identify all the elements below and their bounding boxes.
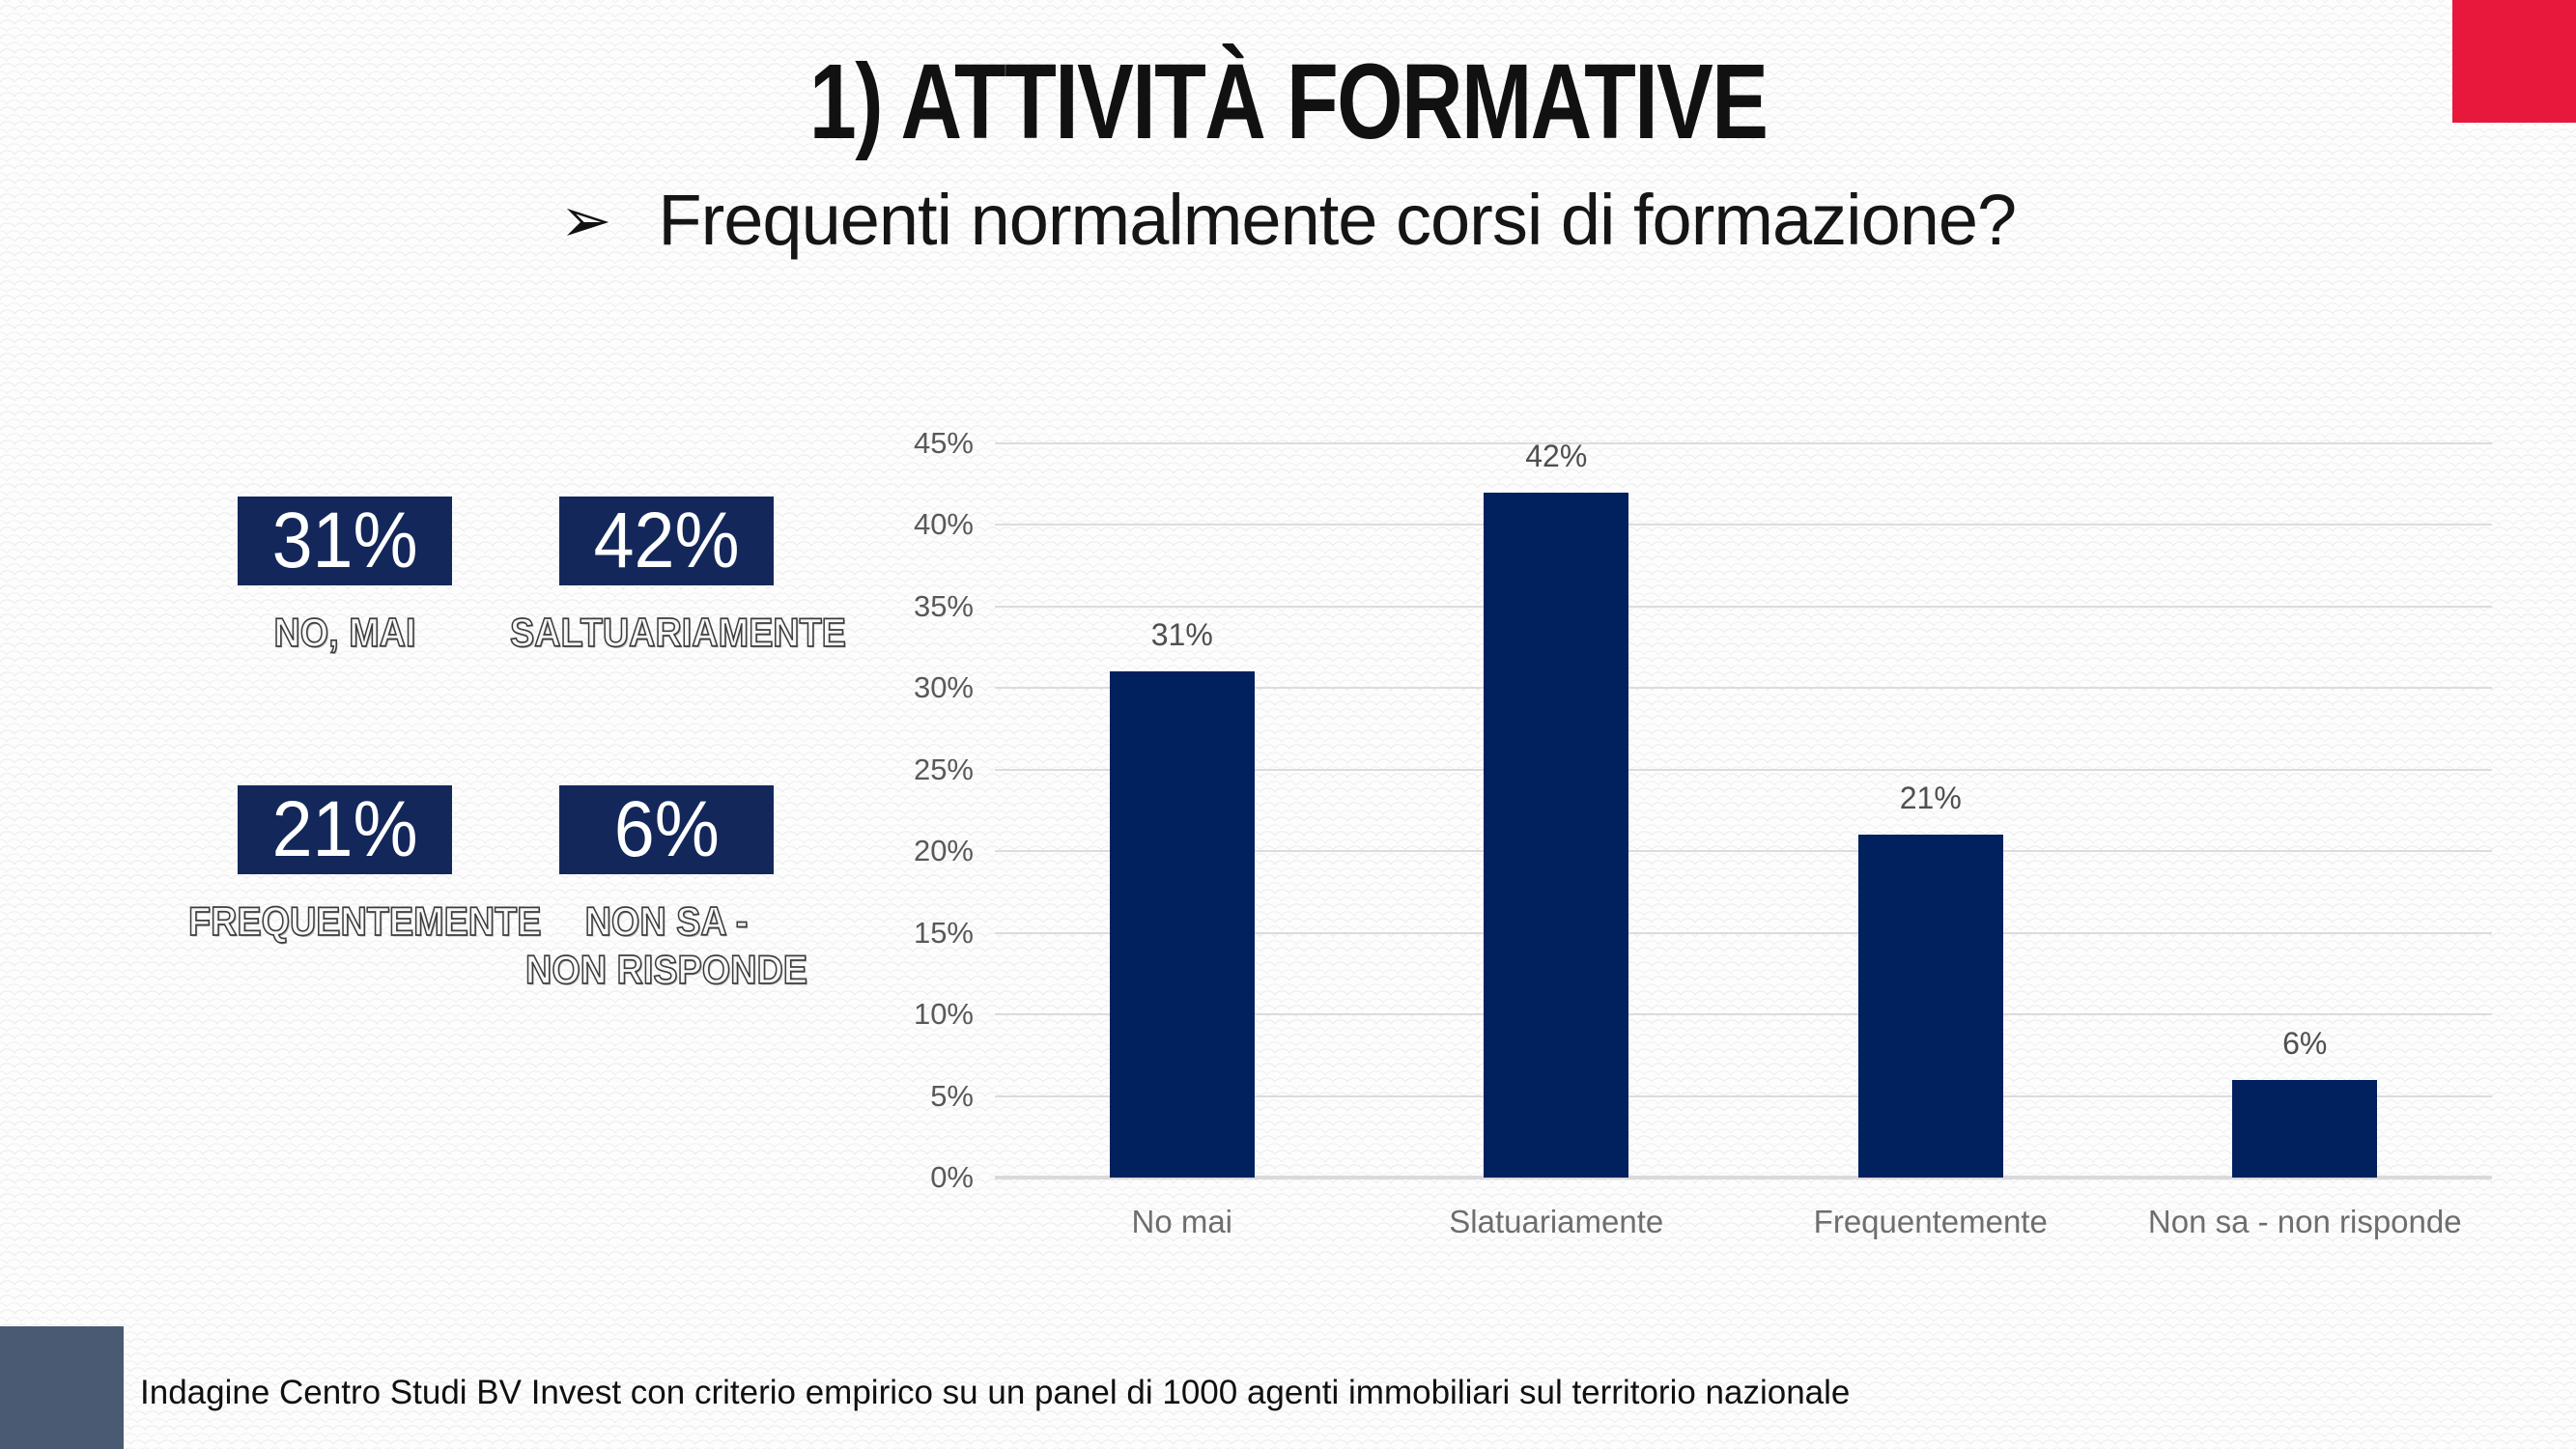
page-title: 1) ATTIVITÀ FORMATIVE	[0, 41, 2576, 163]
gridline	[995, 768, 2492, 771]
gridline	[995, 442, 2492, 444]
footer-source-note: Indagine Centro Studi BV Invest con crit…	[140, 1374, 1851, 1411]
stat-value-box: 31%	[238, 497, 452, 585]
bar-data-label: 21%	[1899, 781, 1962, 816]
subtitle-text: Frequenti normalmente corsi di formazion…	[658, 180, 2017, 260]
stat-value-box: 42%	[559, 497, 774, 585]
stat-value-box: 6%	[559, 785, 774, 874]
stat-saltuariamente: 42% SALTUARIAMENTE	[493, 497, 847, 657]
x-axis-line	[995, 1176, 2492, 1179]
y-tick-label: 10%	[913, 997, 974, 1032]
stat-value: 21%	[271, 785, 418, 873]
y-tick-label: 35%	[913, 588, 974, 623]
bar-data-label: 6%	[2282, 1025, 2328, 1061]
arrow-bullet-icon: ➢	[559, 185, 612, 255]
bar-data-label: 31%	[1150, 617, 1213, 653]
stat-label: FREQUENTEMENTE	[187, 897, 542, 945]
page-title-text: 1) ATTIVITÀ FORMATIVE	[808, 43, 1769, 161]
y-tick-label: 40%	[913, 507, 974, 542]
y-tick-label: 25%	[913, 752, 974, 786]
x-category-label: Frequentemente	[1813, 1204, 2048, 1239]
stat-value-box: 21%	[238, 785, 452, 874]
x-category-label: Non sa - non risponde	[2147, 1204, 2462, 1239]
bar	[1484, 492, 1629, 1178]
y-tick-label: 15%	[913, 915, 974, 950]
y-tick-label: 20%	[913, 834, 974, 868]
y-tick-label: 30%	[913, 670, 974, 705]
gridline	[995, 850, 2492, 853]
stat-label: NON SA - NON RISPONDE	[524, 897, 807, 992]
y-tick-label: 45%	[913, 426, 974, 460]
stat-frequentemente: 21% FREQUENTEMENTE	[171, 785, 542, 946]
corner-accent-top-right	[2452, 0, 2576, 123]
stat-value: 31%	[271, 497, 418, 584]
bar-data-label: 42%	[1525, 438, 1588, 473]
gridline	[995, 605, 2492, 608]
gridline	[995, 687, 2492, 690]
stat-value: 6%	[613, 785, 720, 873]
stat-label: SALTUARIAMENTE	[509, 609, 846, 656]
stat-no-mai: 31% NO, MAI	[171, 497, 519, 657]
y-tick-label: 0%	[930, 1160, 974, 1194]
gridline	[995, 524, 2492, 526]
stat-value: 42%	[593, 497, 740, 584]
gridline	[995, 1094, 2492, 1097]
bar	[1109, 671, 1255, 1178]
stat-label: NO, MAI	[273, 609, 417, 656]
x-category-label: Slatuariamente	[1449, 1204, 1664, 1239]
subtitle: ➢ Frequenti normalmente corsi di formazi…	[0, 179, 2576, 261]
x-category-label: No mai	[1131, 1204, 1233, 1239]
stat-non-sa-non-risponde: 6% NON SA - NON RISPONDE	[493, 785, 840, 993]
corner-accent-bottom-left	[0, 1326, 124, 1449]
bar	[2232, 1079, 2378, 1178]
y-tick-label: 5%	[930, 1078, 974, 1113]
gridline	[995, 931, 2492, 934]
bar	[1857, 835, 2003, 1178]
gridline	[995, 1013, 2492, 1016]
